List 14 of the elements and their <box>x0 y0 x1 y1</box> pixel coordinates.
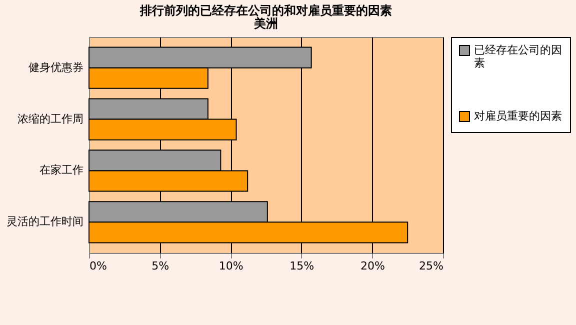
x-tick-label: 10% <box>218 260 244 272</box>
legend-label: 已经存在公司的因素 <box>474 44 562 70</box>
y-tick-label: 浓缩的工作周 <box>18 112 84 126</box>
x-tick-label: 0% <box>90 260 107 272</box>
chart-subtitle: 美洲 <box>253 16 278 30</box>
x-tick-label: 15% <box>290 260 314 272</box>
x-tick-label: 25% <box>419 260 444 272</box>
y-tick-label: 灵活的工作时间 <box>6 215 84 228</box>
y-tick-label: 健身优惠券 <box>28 60 84 74</box>
x-tick-label: 5% <box>152 260 170 272</box>
y-tick-label: 在家工作 <box>40 164 84 177</box>
x-tick-label: 20% <box>360 260 385 272</box>
chart-title: 排行前列的已经存在公司的和对雇员重要的因素 <box>139 4 392 18</box>
legend-label: 对雇员重要的因素 <box>474 110 562 122</box>
